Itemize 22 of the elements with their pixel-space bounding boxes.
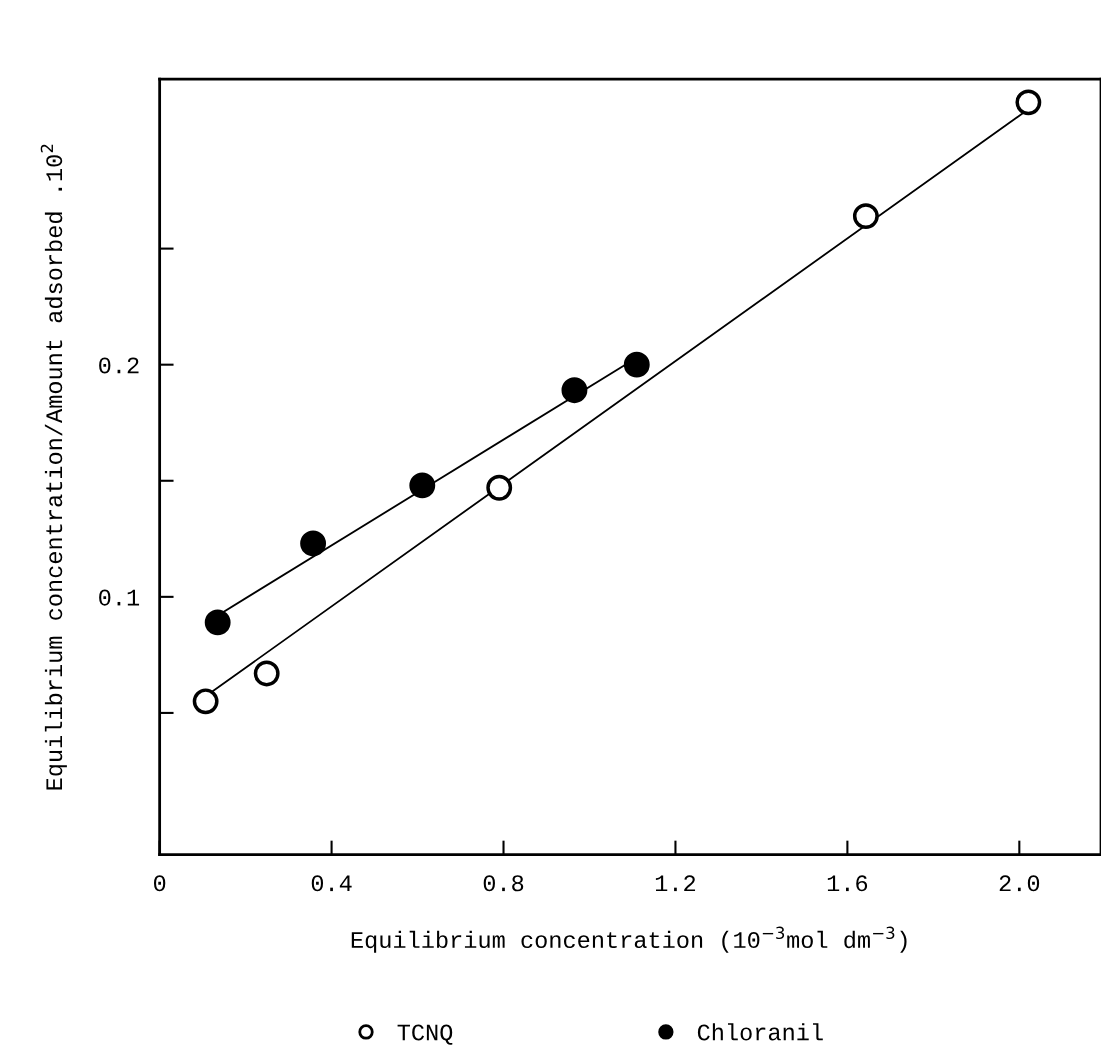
x-tick-label: 0 xyxy=(153,875,166,892)
point xyxy=(486,474,513,501)
y-axis-title: Equilibrium concentration/Amount adsorbed .10$^{2}$ xyxy=(40,144,67,790)
x-tick-label: 0.8 xyxy=(483,875,524,892)
point xyxy=(852,203,879,230)
x-tick-label: 1.6 xyxy=(827,875,868,892)
point xyxy=(300,530,327,557)
x-tick-label: 1.2 xyxy=(655,875,696,892)
point xyxy=(253,660,280,687)
y-tick-label: 0.1 xyxy=(99,589,140,606)
x-tick-label: 0.4 xyxy=(311,875,352,892)
legend-label: Chloranil xyxy=(697,1023,823,1041)
point xyxy=(561,377,588,404)
point xyxy=(409,472,436,499)
x-tick-label: 2.0 xyxy=(999,875,1040,892)
point xyxy=(204,609,231,636)
y-tick-label: 0.2 xyxy=(99,357,139,374)
legend-label: TCNQ xyxy=(397,1024,453,1045)
point xyxy=(623,351,650,378)
point xyxy=(1015,89,1042,116)
point xyxy=(192,688,219,715)
x-axis-title: Equilibrium concentration (10$^{−3}$mol dm$^{−3}$) xyxy=(351,926,907,953)
